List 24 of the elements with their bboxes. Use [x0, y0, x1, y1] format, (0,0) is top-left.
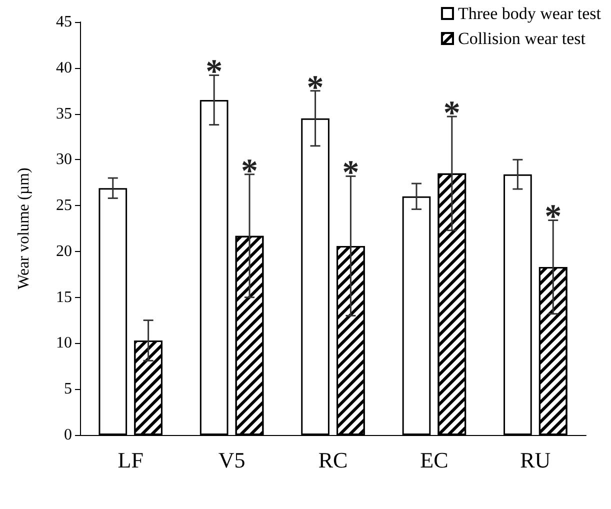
y-tick-label: 10: [56, 334, 72, 352]
y-tick-label: 35: [56, 105, 72, 122]
data-label: *: [443, 95, 460, 132]
data-label: *: [206, 54, 223, 91]
y-axis-title: Wear volume (µm): [16, 168, 32, 290]
y-tick-label: 20: [56, 242, 72, 260]
y-tick-label: 45: [56, 14, 72, 30]
x-tick-label: RC: [318, 448, 348, 472]
y-tick-label: 30: [56, 151, 72, 168]
data-label: *: [306, 69, 324, 106]
data-label: *: [342, 154, 360, 192]
legend-label: Collision wear test: [458, 29, 586, 48]
x-tick-label: LF: [118, 448, 144, 472]
y-tick-label: 15: [56, 288, 72, 306]
y-tick-label: 40: [56, 59, 72, 76]
y-tick-label: 5: [64, 380, 72, 398]
y-tick-label: 25: [56, 197, 72, 214]
data-label: *: [544, 198, 562, 236]
legend-label: Three body wear test: [458, 4, 602, 23]
data-label: *: [241, 152, 258, 190]
x-tick-label: V5: [218, 448, 246, 472]
y-tick-label: 0: [64, 426, 72, 444]
x-tick-label: EC: [420, 448, 448, 472]
x-tick-label: RU: [520, 448, 551, 472]
